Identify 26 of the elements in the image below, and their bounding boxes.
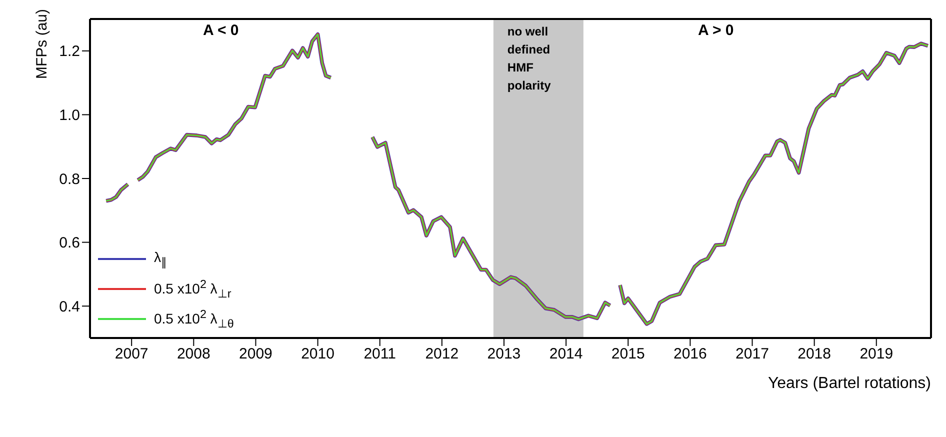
x-tick-label: 2011 xyxy=(364,346,396,363)
x-tick-label: 2019 xyxy=(860,346,894,363)
y-tick-label: 1.2 xyxy=(59,43,80,60)
legend-label: 0.5 x10$^{2}$ λ$_{⊥θ}$ xyxy=(154,308,234,330)
x-tick-label: 2012 xyxy=(425,346,459,363)
y-tick-label: 0.8 xyxy=(59,170,80,188)
x-tick-label: 2016 xyxy=(673,346,707,363)
x-axis-title: Years (Bartel rotations) xyxy=(768,375,931,392)
y-tick-label: 0.4 xyxy=(59,298,80,316)
legend-label: λ$_{∥}$ xyxy=(154,249,167,269)
annotation: A > 0 xyxy=(698,22,734,39)
x-tick-label: 2014 xyxy=(549,346,583,363)
legend-label: 0.5 x10$^{2}$ λ$_{⊥r}$ xyxy=(154,278,232,300)
x-tick-label: 2010 xyxy=(301,346,334,363)
x-tick-label: 2013 xyxy=(487,346,521,363)
x-tick-label: 2018 xyxy=(798,346,832,363)
x-tick-label: 2017 xyxy=(736,346,769,363)
x-tick-label: 2015 xyxy=(611,346,645,363)
band-label: no well defined HMF polarity xyxy=(507,24,552,93)
x-tick-label: 2007 xyxy=(114,346,148,363)
y-axis-title: MFPs (au) xyxy=(34,8,51,79)
y-tick-label: 1.0 xyxy=(59,107,80,124)
annotation: A < 0 xyxy=(203,22,239,39)
x-tick-label: 2008 xyxy=(176,346,210,363)
x-tick-label: 2009 xyxy=(239,346,272,363)
y-tick-label: 0.6 xyxy=(59,234,80,252)
